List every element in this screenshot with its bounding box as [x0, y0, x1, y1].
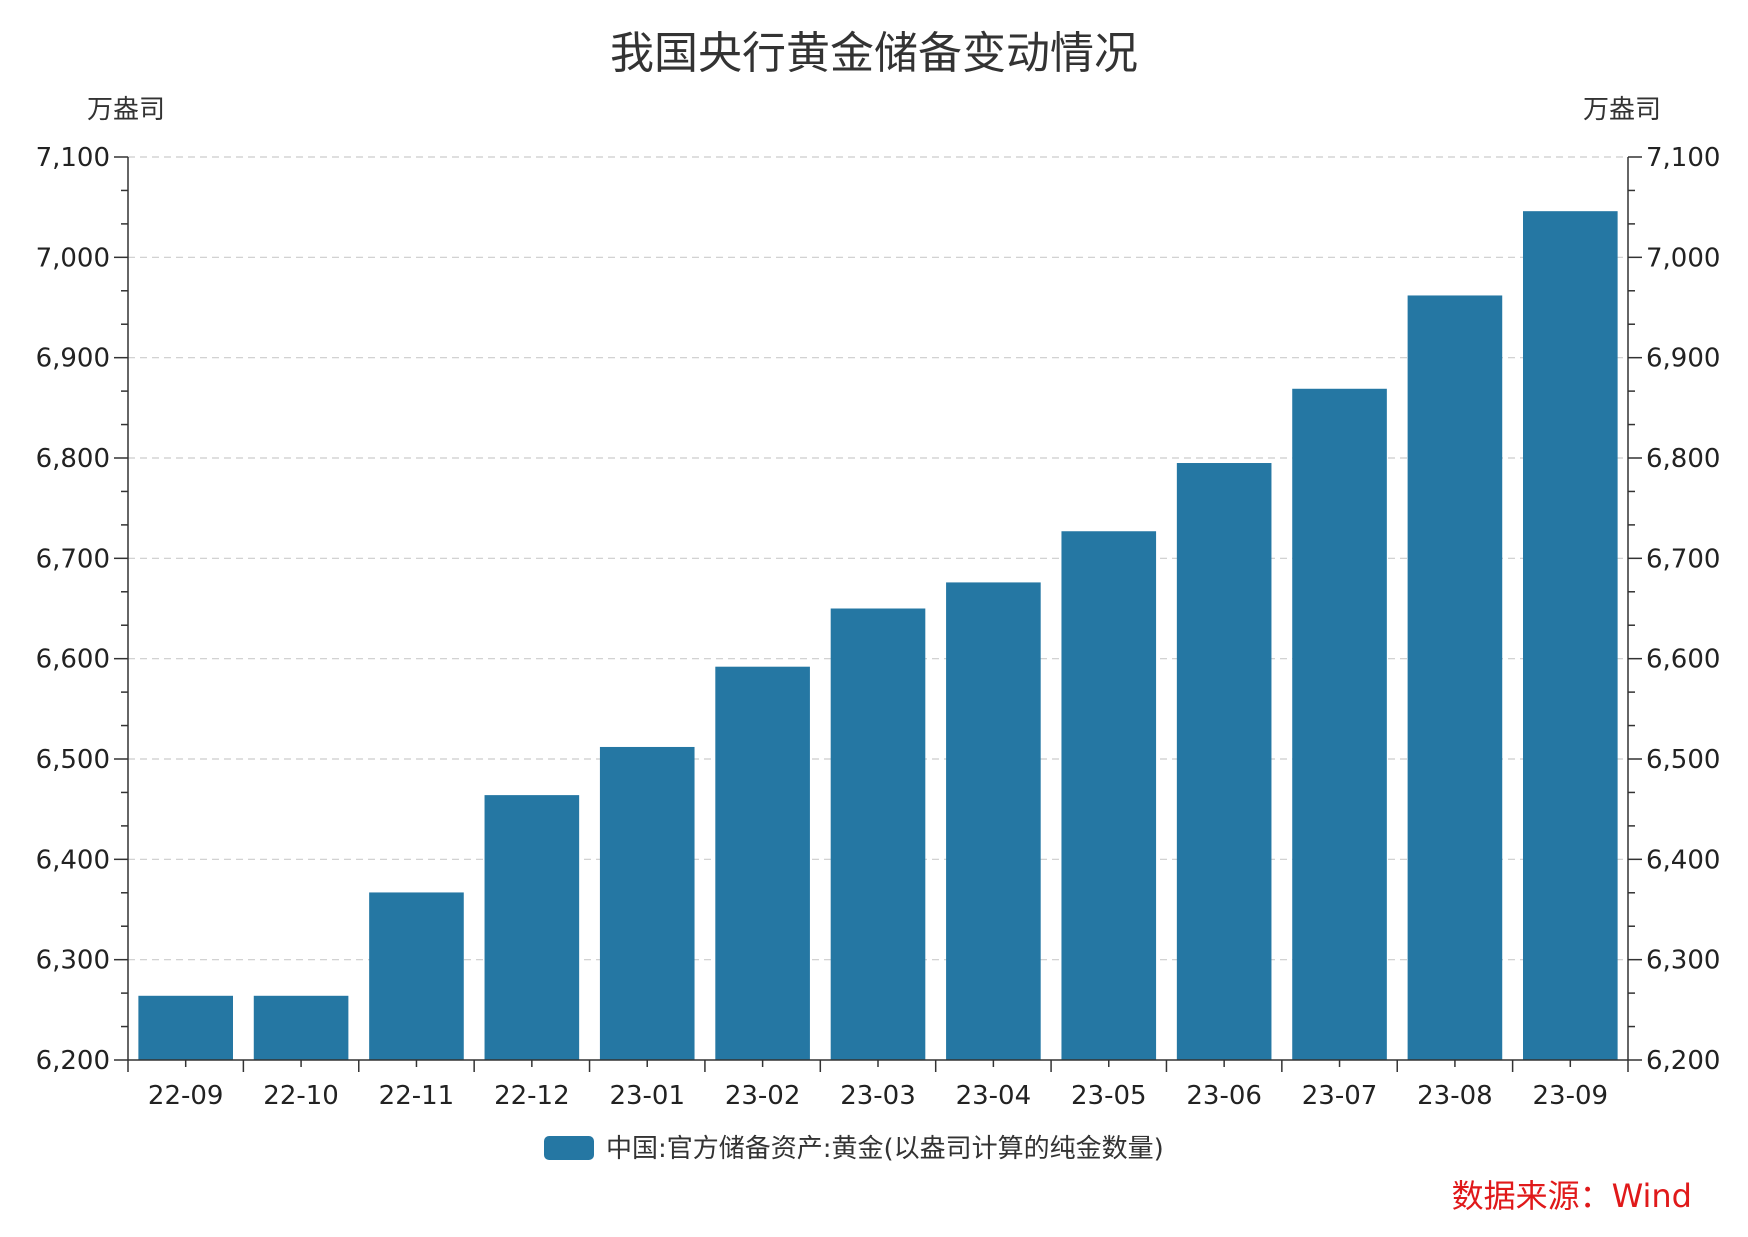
- x-tick-label: 22-12: [494, 1081, 570, 1111]
- legend-label: 中国:官方储备资产:黄金(以盎司计算的纯金数量): [606, 1134, 1164, 1164]
- y-tick-labels: 6,200 6,200 6,300 6,300 6,400 6,400 6,500 6,500…: [36, 143, 1721, 1076]
- bar-23-01[interactable]: [599, 746, 695, 1060]
- x-tick-label: 23-02: [725, 1081, 801, 1111]
- x-tick-label: 23-09: [1533, 1081, 1609, 1111]
- bar-23-08[interactable]: [1407, 295, 1503, 1061]
- x-tick-label: 23-07: [1302, 1081, 1378, 1111]
- bars: [138, 211, 1618, 1061]
- y-tick-label-left: 6,800: [36, 444, 110, 474]
- data-source: 数据来源：Wind: [1452, 1177, 1692, 1215]
- y-tick-label-right: 6,900: [1646, 344, 1720, 374]
- y-tick-label-right: 6,700: [1646, 544, 1720, 574]
- y-tick-label-left: 6,500: [36, 745, 110, 775]
- y-tick-label-left: 6,400: [36, 845, 110, 875]
- x-tick-label: 22-10: [263, 1081, 339, 1111]
- axes: [114, 156, 1642, 1072]
- y-tick-label-right: 6,500: [1646, 745, 1720, 775]
- legend-swatch: [544, 1136, 594, 1160]
- bar-22-12[interactable]: [484, 795, 580, 1060]
- x-tick-label: 22-11: [379, 1081, 455, 1111]
- y-tick-label-left: 7,000: [36, 243, 110, 273]
- y-axis-right-unit: 万盎司: [1583, 95, 1661, 125]
- y-tick-label-right: 6,200: [1646, 1046, 1720, 1076]
- x-tick-label: 23-04: [956, 1081, 1032, 1111]
- y-tick-label-left: 6,700: [36, 544, 110, 574]
- x-tick-label: 22-09: [148, 1081, 224, 1111]
- bar-22-09[interactable]: [138, 995, 233, 1060]
- x-tick-label: 23-03: [840, 1081, 916, 1111]
- y-tick-label-right: 7,100: [1646, 143, 1720, 173]
- bar-23-04[interactable]: [946, 582, 1041, 1060]
- bar-23-03[interactable]: [830, 608, 926, 1061]
- y-tick-label-left: 6,600: [36, 645, 110, 675]
- y-tick-label-left: 6,200: [36, 1046, 110, 1076]
- chart-title: 我国央行黄金储备变动情况: [610, 28, 1138, 79]
- bar-23-05[interactable]: [1061, 531, 1157, 1060]
- x-tick-label: 23-01: [609, 1081, 685, 1111]
- legend[interactable]: 中国:官方储备资产:黄金(以盎司计算的纯金数量): [544, 1134, 1164, 1164]
- bar-23-07[interactable]: [1292, 388, 1387, 1060]
- y-tick-label-right: 6,600: [1646, 645, 1720, 675]
- y-axis-left-unit: 万盎司: [87, 95, 165, 125]
- x-tick-label: 23-06: [1186, 1081, 1262, 1111]
- y-tick-label-left: 7,100: [36, 143, 110, 173]
- y-tick-label-right: 7,000: [1646, 243, 1720, 273]
- y-tick-label-left: 6,900: [36, 344, 110, 374]
- bar-23-09[interactable]: [1523, 211, 1618, 1060]
- y-tick-label-right: 6,300: [1646, 946, 1720, 976]
- x-tick-label: 23-05: [1071, 1081, 1147, 1111]
- x-tick-labels: 22-09 22-10 22-11 22-12 23-01 23-02 23-03 23-04…: [148, 1081, 1608, 1111]
- bar-22-10[interactable]: [253, 995, 349, 1060]
- y-tick-label-left: 6,300: [36, 946, 110, 976]
- bar-22-11[interactable]: [369, 892, 464, 1060]
- bar-23-02[interactable]: [715, 666, 810, 1060]
- y-tick-label-right: 6,800: [1646, 444, 1720, 474]
- x-tick-label: 23-08: [1417, 1081, 1493, 1111]
- y-tick-label-right: 6,400: [1646, 845, 1720, 875]
- bar-23-06[interactable]: [1176, 463, 1272, 1060]
